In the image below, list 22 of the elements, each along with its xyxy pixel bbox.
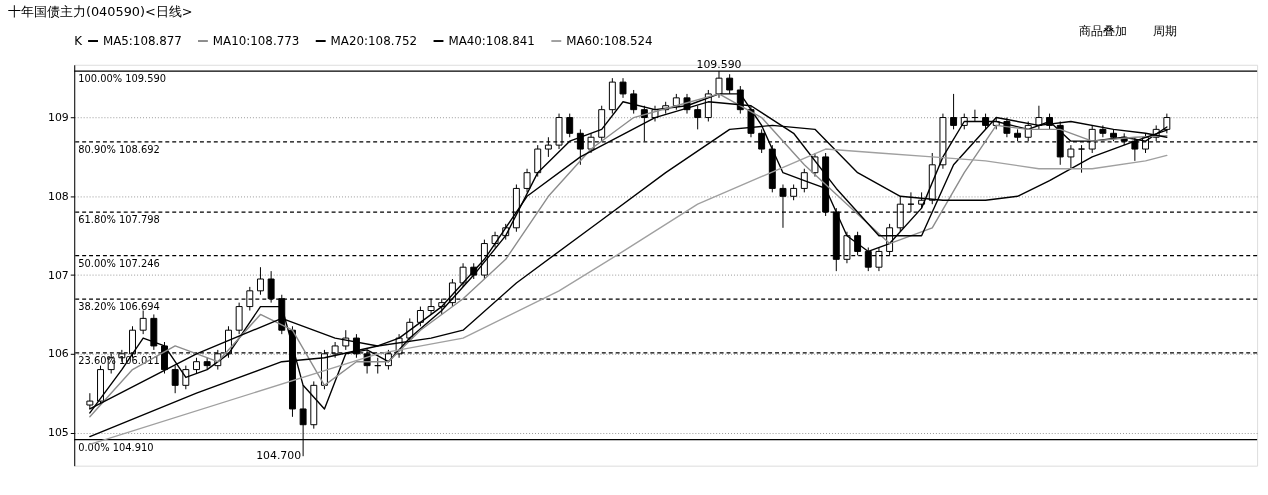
ref-line-label: 50.00% 107.246 xyxy=(78,257,160,269)
ref-line-label: 80.90% 108.692 xyxy=(78,143,160,155)
legend-title: K xyxy=(74,33,84,48)
y-tick-label: 107 xyxy=(48,268,69,282)
legend-label: MA5:108.877 xyxy=(102,33,182,48)
y-tick-label: 106 xyxy=(48,347,69,361)
text: 商品叠加 xyxy=(1078,24,1127,39)
ref-line-label: 0.00% 104.910 xyxy=(78,441,154,453)
ref-line-label: 100.00% 109.590 xyxy=(78,72,167,84)
text: 周期 xyxy=(1153,24,1178,39)
y-tick-label: 108 xyxy=(48,189,69,203)
y-tick-label: 109 xyxy=(48,111,69,125)
ref-line-label: 38.20% 106.694 xyxy=(78,301,160,313)
annotation: 104.700 xyxy=(256,449,302,463)
annotation: 109.590 xyxy=(696,58,742,72)
legend-label: MA60:108.524 xyxy=(566,33,653,48)
legend-label: MA40:108.841 xyxy=(448,33,535,48)
legend-label: MA20:108.752 xyxy=(330,33,418,48)
ref-line-label: 61.80% 107.798 xyxy=(78,214,160,226)
legend-label: MA10:108.773 xyxy=(212,33,300,48)
chart-title: 十年国债主力(040590)<日线> xyxy=(7,4,193,20)
y-tick-label: 105 xyxy=(48,426,69,440)
